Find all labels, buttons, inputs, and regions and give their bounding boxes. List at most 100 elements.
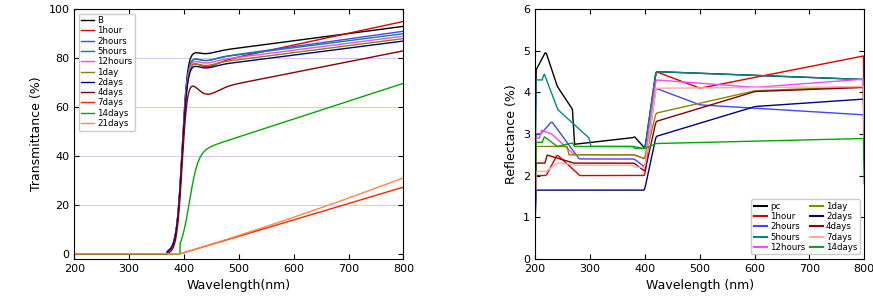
14days xyxy=(69,252,79,256)
X-axis label: Wavelength(nm): Wavelength(nm) xyxy=(187,279,291,292)
12hours xyxy=(242,54,252,58)
7days xyxy=(530,213,540,217)
7days xyxy=(398,185,409,189)
2hours xyxy=(530,195,540,198)
pc xyxy=(540,51,551,55)
5hours xyxy=(652,70,663,74)
1hour xyxy=(530,215,540,219)
Y-axis label: Reflectance (%): Reflectance (%) xyxy=(505,84,518,184)
1hour xyxy=(703,85,713,88)
2days xyxy=(242,59,252,63)
5hours xyxy=(180,101,190,105)
2hours xyxy=(125,252,135,256)
2hours xyxy=(180,101,190,105)
5hours xyxy=(69,252,79,256)
4days xyxy=(125,252,135,256)
B xyxy=(125,252,135,256)
12hours xyxy=(530,197,540,200)
14days xyxy=(710,140,720,144)
Line: 4days: 4days xyxy=(535,87,864,211)
4days xyxy=(574,161,584,165)
4days xyxy=(672,113,683,117)
14days xyxy=(540,135,550,139)
1day xyxy=(180,105,190,108)
12hours xyxy=(585,153,595,156)
5hours xyxy=(242,52,252,55)
4days xyxy=(703,104,713,107)
Line: 5hours: 5hours xyxy=(74,34,403,254)
12hours xyxy=(703,82,713,86)
7days xyxy=(125,252,135,256)
pc xyxy=(703,72,713,75)
1day xyxy=(398,37,409,40)
21days xyxy=(125,252,135,256)
Line: 1day: 1day xyxy=(74,38,403,254)
Legend: B, 1hour, 2hours, 5hours, 12hours, 1day, 2days, 4days, 7days, 14days, 21days: B, 1hour, 2hours, 5hours, 12hours, 1day,… xyxy=(79,14,135,131)
12hours xyxy=(212,59,223,63)
2days xyxy=(212,64,223,68)
12hours xyxy=(398,34,409,38)
7days xyxy=(859,149,870,153)
7days xyxy=(574,163,584,167)
1day xyxy=(113,252,123,256)
2hours xyxy=(585,157,595,161)
4days xyxy=(858,86,869,89)
4days xyxy=(180,119,190,122)
7days xyxy=(672,86,683,90)
1day xyxy=(530,201,540,205)
Legend: pc, 1hour, 2hours, 5hours, 12hours, 1day, 2days, 4days, 7days, 14days: pc, 1hour, 2hours, 5hours, 12hours, 1day… xyxy=(751,199,860,254)
4days xyxy=(398,49,409,53)
1hour xyxy=(69,252,79,256)
7days xyxy=(858,85,869,88)
5hours xyxy=(859,145,870,148)
12hours xyxy=(672,80,683,83)
Line: 1day: 1day xyxy=(535,87,864,203)
12hours xyxy=(574,153,584,156)
pc xyxy=(586,140,596,144)
12hours xyxy=(859,145,870,148)
X-axis label: Wavelength (nm): Wavelength (nm) xyxy=(646,279,753,292)
Line: 14days: 14days xyxy=(535,137,864,201)
B xyxy=(69,252,79,256)
B xyxy=(242,45,252,49)
Line: 21days: 21days xyxy=(74,178,403,254)
pc xyxy=(574,142,584,146)
2hours xyxy=(113,252,123,256)
B xyxy=(212,50,223,54)
4days xyxy=(710,102,720,105)
1hour xyxy=(125,252,135,256)
12hours xyxy=(113,252,123,256)
pc xyxy=(641,137,651,141)
14days xyxy=(641,146,651,150)
14days xyxy=(673,141,684,145)
1hour xyxy=(710,83,720,87)
1hour xyxy=(398,20,409,23)
4days xyxy=(530,209,540,213)
21days xyxy=(113,252,123,256)
7days xyxy=(212,241,223,245)
Line: 2hours: 2hours xyxy=(74,31,403,254)
pc xyxy=(859,145,870,148)
7days xyxy=(249,230,259,233)
14days xyxy=(859,182,870,185)
5hours xyxy=(113,252,123,256)
5hours xyxy=(398,32,409,35)
5hours xyxy=(673,71,684,74)
2days xyxy=(672,128,683,132)
5hours xyxy=(212,57,223,60)
1hour xyxy=(858,54,869,58)
Line: 2days: 2days xyxy=(535,99,864,225)
1hour xyxy=(574,173,584,176)
2hours xyxy=(710,104,720,108)
7days xyxy=(585,163,595,167)
2hours xyxy=(212,56,223,60)
1day xyxy=(859,149,870,153)
7days xyxy=(113,252,123,256)
1day xyxy=(710,98,720,102)
1day xyxy=(858,85,869,88)
14days xyxy=(586,145,596,148)
1hour xyxy=(249,52,259,55)
2days xyxy=(574,188,584,192)
4days xyxy=(212,89,223,93)
Line: 2hours: 2hours xyxy=(535,89,864,197)
